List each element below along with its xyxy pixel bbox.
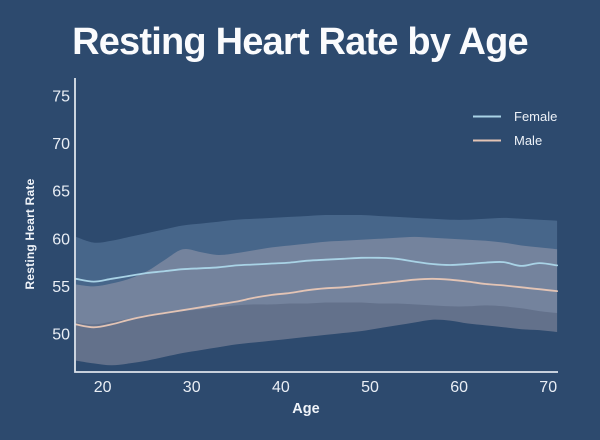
female-mean-line (75, 256, 558, 283)
axis-spines (74, 78, 558, 373)
axes-layer: 50 55 60 65 70 75 20 30 40 50 60 70 Age Resting Heart… (23, 78, 558, 417)
x-tick-label: 20 (94, 379, 112, 396)
x-tick-label: 60 (450, 379, 468, 396)
x-tick-label: 70 (539, 379, 557, 396)
x-axis-title: Age (292, 401, 319, 417)
y-tick-label: 55 (52, 279, 70, 296)
legend-item-female: Female (473, 109, 557, 124)
y-tick-label: 65 (52, 184, 70, 201)
x-tick-label: 30 (183, 379, 201, 396)
y-tick-label: 60 (52, 231, 70, 248)
y-tick-label: 75 (52, 89, 70, 106)
bands-layer (75, 214, 558, 366)
chart-title: Resting Heart Rate by Age (72, 21, 529, 63)
y-axis-title: Resting Heart Rate (23, 178, 37, 289)
legend-label: Male (514, 133, 542, 148)
legend-label: Female (514, 109, 557, 124)
legend: Female Male (473, 109, 557, 148)
lines-layer (75, 256, 558, 329)
y-tick-label: 50 (52, 326, 70, 343)
female-band (75, 214, 558, 325)
legend-item-male: Male (473, 133, 542, 148)
y-tick-label: 70 (52, 136, 70, 153)
x-tick-label: 50 (361, 379, 379, 396)
male-mean-line (75, 277, 558, 329)
x-tick-label: 40 (272, 379, 290, 396)
